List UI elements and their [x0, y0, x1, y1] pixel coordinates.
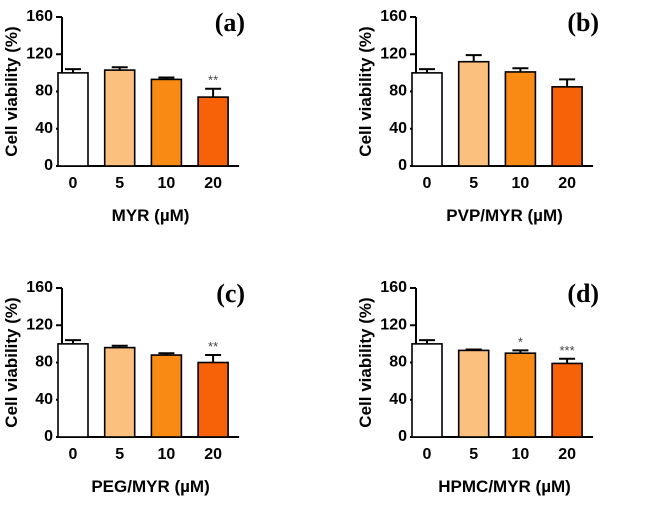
panel-label: (a)	[215, 8, 245, 37]
bar-0	[57, 72, 89, 167]
y-tick-label: 80	[389, 83, 407, 100]
x-tick-label: 20	[204, 175, 222, 192]
x-axis-title: HPMC/MYR (µM)	[438, 477, 571, 496]
y-tick-label: 0	[44, 428, 53, 445]
x-tick-label: 20	[558, 446, 576, 463]
significance-mark: *	[518, 334, 523, 349]
bar-10	[150, 78, 183, 167]
x-tick-label: 20	[204, 446, 222, 463]
bar-5	[457, 349, 490, 438]
y-axis-title: Cell viability (%)	[356, 26, 375, 156]
x-tick-label: 20	[558, 175, 576, 192]
x-tick-label: 10	[512, 175, 530, 192]
x-tick-label: 5	[115, 175, 124, 192]
y-tick-label: 80	[35, 354, 53, 371]
x-tick-label: 0	[423, 175, 432, 192]
chart-panel-1: 0 40 80 120 160 Cell viability (%) 0 5 10 20 PVP/M…	[356, 8, 599, 225]
y-tick-label: 40	[389, 120, 407, 137]
bar-10	[504, 352, 537, 438]
x-tick-label: 0	[69, 446, 78, 463]
bar-0	[411, 343, 443, 438]
x-tick-label: 10	[158, 175, 176, 192]
y-axis-title: Cell viability (%)	[2, 26, 21, 156]
x-tick-label: 10	[512, 446, 530, 463]
y-tick-label: 120	[26, 316, 53, 333]
x-tick-label: 5	[469, 175, 478, 192]
y-tick-label: 0	[44, 157, 53, 174]
y-tick-label: 80	[389, 354, 407, 371]
y-axis-title: Cell viability (%)	[2, 297, 21, 427]
bar-10	[150, 354, 183, 438]
bar-20	[197, 96, 229, 167]
significance-mark: ***	[560, 343, 575, 358]
bar-10	[504, 71, 537, 167]
x-tick-label: 5	[115, 446, 124, 463]
x-tick-label: 0	[69, 175, 78, 192]
bar-20	[197, 361, 229, 438]
bar-20	[551, 86, 583, 167]
y-tick-label: 40	[35, 120, 53, 137]
x-axis-title: PEG/MYR (µM)	[91, 477, 209, 496]
y-tick-label: 160	[26, 279, 53, 296]
y-tick-label: 160	[26, 8, 53, 25]
bar-5	[103, 346, 136, 438]
panel-label: (d)	[567, 279, 599, 308]
bar-5	[103, 69, 136, 167]
y-tick-label: 120	[26, 45, 53, 62]
y-tick-label: 160	[380, 8, 407, 25]
bar-20	[551, 362, 583, 438]
y-tick-label: 120	[380, 316, 407, 333]
significance-mark: **	[208, 339, 218, 354]
bar-5	[457, 60, 490, 167]
x-tick-label: 10	[158, 446, 176, 463]
chart-panel-2: 0 40 80 120 160 Cell viability (%) 0 5 10 20 ** PEG…	[2, 279, 245, 496]
panel-label: (c)	[216, 279, 245, 308]
x-tick-label: 5	[469, 446, 478, 463]
y-axis-title: Cell viability (%)	[356, 297, 375, 427]
x-axis-title: MYR (µM)	[112, 206, 190, 225]
y-tick-label: 40	[35, 391, 53, 408]
x-tick-label: 0	[423, 446, 432, 463]
bar-0	[57, 343, 89, 438]
panel-label: (b)	[567, 8, 599, 37]
y-tick-label: 80	[35, 83, 53, 100]
bar-0	[411, 72, 443, 167]
y-tick-label: 0	[398, 428, 407, 445]
y-tick-label: 0	[398, 157, 407, 174]
chart-panel-0: 0 40 80 120 160 Cell viability (%) 0 5 10 20 ** MYR…	[2, 8, 245, 225]
x-axis-title: PVP/MYR (µM)	[446, 206, 563, 225]
y-tick-label: 120	[380, 45, 407, 62]
significance-mark: **	[208, 73, 218, 88]
y-tick-label: 40	[389, 391, 407, 408]
chart-panel-3: 0 40 80 120 160 Cell viability (%) 0 5 10 * 20 *** H…	[356, 279, 599, 496]
y-tick-label: 160	[380, 279, 407, 296]
